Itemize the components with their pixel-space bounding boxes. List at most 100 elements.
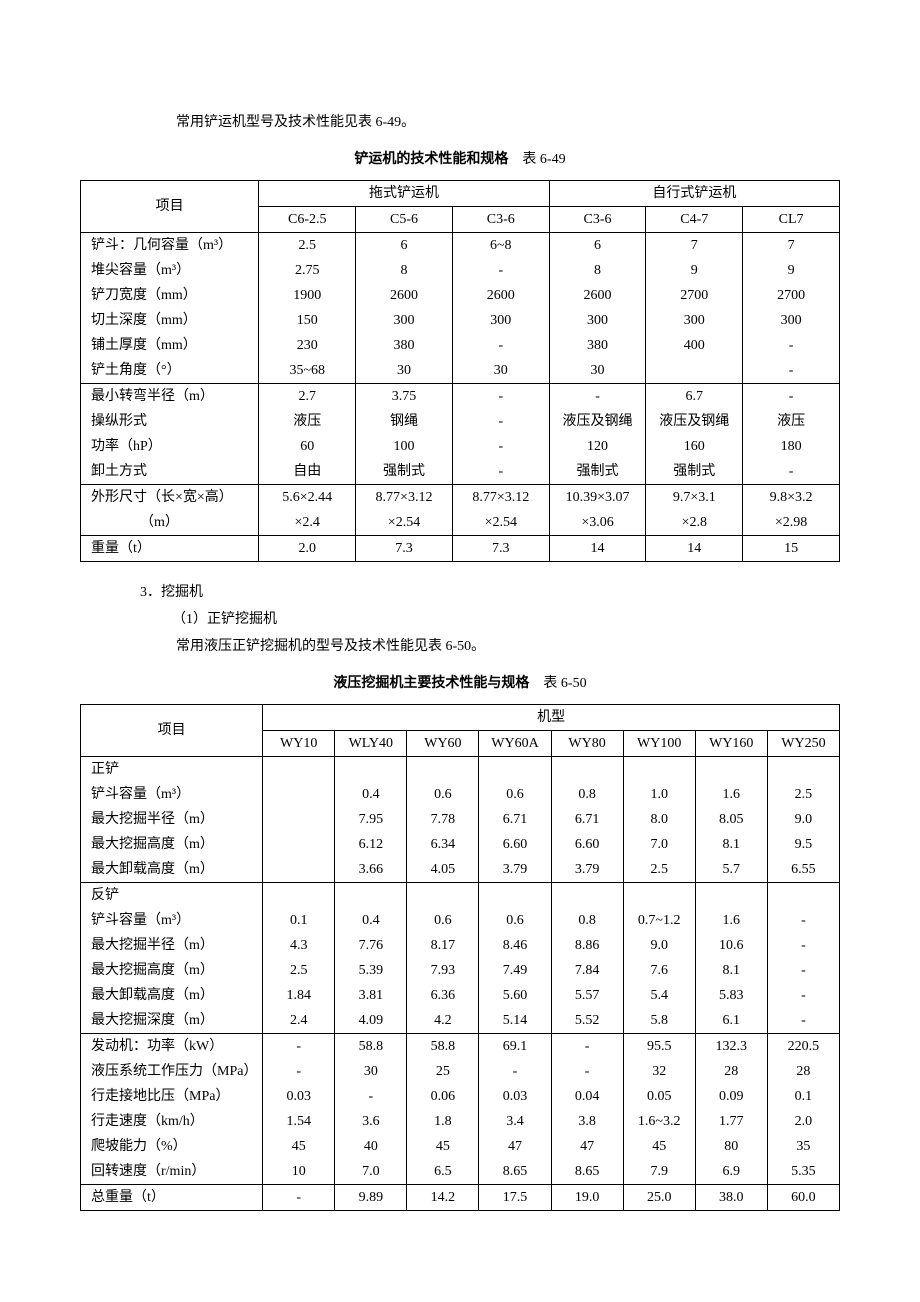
data-cell: 6 bbox=[549, 233, 646, 259]
data-cell: - bbox=[743, 358, 840, 384]
data-cell: 3.4 bbox=[479, 1109, 551, 1134]
data-cell: 10 bbox=[263, 1159, 335, 1185]
data-cell: 3.66 bbox=[335, 857, 407, 883]
col-model: C5-6 bbox=[356, 207, 453, 233]
data-cell: 4.3 bbox=[263, 933, 335, 958]
data-cell: - bbox=[551, 1059, 623, 1084]
row-label: 正铲 bbox=[81, 756, 263, 782]
data-cell: 0.4 bbox=[335, 782, 407, 807]
data-cell: - bbox=[743, 459, 840, 485]
data-cell: 30 bbox=[335, 1059, 407, 1084]
data-cell: 0.8 bbox=[551, 908, 623, 933]
data-cell: - bbox=[479, 1059, 551, 1084]
data-cell: 3.79 bbox=[551, 857, 623, 883]
data-cell: 58.8 bbox=[407, 1033, 479, 1059]
col-item: 项目 bbox=[81, 181, 259, 233]
row-label: 总重量（t） bbox=[81, 1184, 263, 1210]
row-label: 操纵形式 bbox=[81, 409, 259, 434]
row-label: 最大挖掘半径（m） bbox=[81, 933, 263, 958]
data-cell bbox=[407, 882, 479, 908]
data-cell: 100 bbox=[356, 434, 453, 459]
data-cell: 6.7 bbox=[646, 384, 743, 410]
data-cell bbox=[263, 756, 335, 782]
data-cell: 8.05 bbox=[695, 807, 767, 832]
table1-title: 铲运机的技术性能和规格 表 6-49 bbox=[80, 147, 840, 172]
row-label: 外形尺寸（长×宽×高） bbox=[81, 485, 259, 511]
data-cell: 10.39×3.07 bbox=[549, 485, 646, 511]
data-cell: 1.6 bbox=[695, 782, 767, 807]
data-cell: 3.79 bbox=[479, 857, 551, 883]
data-cell: 8.1 bbox=[695, 832, 767, 857]
data-cell: 2600 bbox=[549, 283, 646, 308]
data-cell: 19.0 bbox=[551, 1184, 623, 1210]
data-cell: 液压及钢绳 bbox=[549, 409, 646, 434]
row-label: 最大卸载高度（m） bbox=[81, 857, 263, 883]
col-item: 项目 bbox=[81, 704, 263, 756]
data-cell: 液压 bbox=[259, 409, 356, 434]
data-cell: 5.8 bbox=[623, 1008, 695, 1034]
data-cell: 6.1 bbox=[695, 1008, 767, 1034]
data-cell: 45 bbox=[407, 1134, 479, 1159]
data-cell: 8 bbox=[549, 258, 646, 283]
data-cell: 0.09 bbox=[695, 1084, 767, 1109]
section-3: 3．挖掘机 bbox=[140, 580, 840, 607]
data-cell: 9.5 bbox=[767, 832, 839, 857]
data-cell: 7 bbox=[646, 233, 743, 259]
data-cell: 2600 bbox=[356, 283, 453, 308]
data-cell bbox=[479, 882, 551, 908]
data-cell: 10.6 bbox=[695, 933, 767, 958]
data-cell: 钢绳 bbox=[356, 409, 453, 434]
data-cell: 6.5 bbox=[407, 1159, 479, 1185]
data-cell bbox=[551, 882, 623, 908]
row-label: 最大挖掘深度（m） bbox=[81, 1008, 263, 1034]
data-cell: 17.5 bbox=[479, 1184, 551, 1210]
col-model: C4-7 bbox=[646, 207, 743, 233]
data-cell: - bbox=[452, 258, 549, 283]
row-label: 行走接地比压（MPa） bbox=[81, 1084, 263, 1109]
data-cell: 30 bbox=[549, 358, 646, 384]
data-cell: 强制式 bbox=[356, 459, 453, 485]
data-cell: 6.55 bbox=[767, 857, 839, 883]
table2-title-bold: 液压挖掘机主要技术性能与规格 bbox=[333, 676, 529, 691]
table1-title-num: 表 6-49 bbox=[508, 152, 565, 167]
col-model: WY60 bbox=[407, 730, 479, 756]
data-cell bbox=[263, 807, 335, 832]
data-cell: 5.57 bbox=[551, 983, 623, 1008]
data-cell: 5.14 bbox=[479, 1008, 551, 1034]
row-label: 铲刀宽度（mm） bbox=[81, 283, 259, 308]
data-cell: 5.7 bbox=[695, 857, 767, 883]
data-cell: 1.6 bbox=[695, 908, 767, 933]
data-cell: 4.09 bbox=[335, 1008, 407, 1034]
data-cell: 6.9 bbox=[695, 1159, 767, 1185]
data-cell: 2.7 bbox=[259, 384, 356, 410]
data-cell: 300 bbox=[646, 308, 743, 333]
data-cell: 30 bbox=[452, 358, 549, 384]
data-cell: 0.6 bbox=[479, 908, 551, 933]
data-cell: 69.1 bbox=[479, 1033, 551, 1059]
data-cell: 8.77×3.12 bbox=[452, 485, 549, 511]
col-model: C3-6 bbox=[549, 207, 646, 233]
data-cell: 2.5 bbox=[623, 857, 695, 883]
table-scraper-specs: 项目拖式铲运机自行式铲运机C6-2.5C5-6C3-6C3-6C4-7CL7铲斗… bbox=[80, 180, 840, 562]
data-cell: 液压 bbox=[743, 409, 840, 434]
row-label: 重量（t） bbox=[81, 536, 259, 562]
data-cell: 45 bbox=[623, 1134, 695, 1159]
data-cell: 4.2 bbox=[407, 1008, 479, 1034]
data-cell: 380 bbox=[549, 333, 646, 358]
data-cell: ×2.54 bbox=[356, 510, 453, 536]
section-3-1: （1）正铲挖掘机 bbox=[172, 607, 840, 634]
data-cell bbox=[335, 756, 407, 782]
data-cell: 6.71 bbox=[479, 807, 551, 832]
data-cell: 0.1 bbox=[767, 1084, 839, 1109]
data-cell: 1900 bbox=[259, 283, 356, 308]
data-cell: 35~68 bbox=[259, 358, 356, 384]
data-cell bbox=[551, 756, 623, 782]
data-cell: 7.9 bbox=[623, 1159, 695, 1185]
data-cell bbox=[407, 756, 479, 782]
row-label: 最大挖掘半径（m） bbox=[81, 807, 263, 832]
row-label: 最小转弯半径（m） bbox=[81, 384, 259, 410]
data-cell: 0.7~1.2 bbox=[623, 908, 695, 933]
data-cell: 液压及钢绳 bbox=[646, 409, 743, 434]
data-cell: 160 bbox=[646, 434, 743, 459]
data-cell: 5.52 bbox=[551, 1008, 623, 1034]
